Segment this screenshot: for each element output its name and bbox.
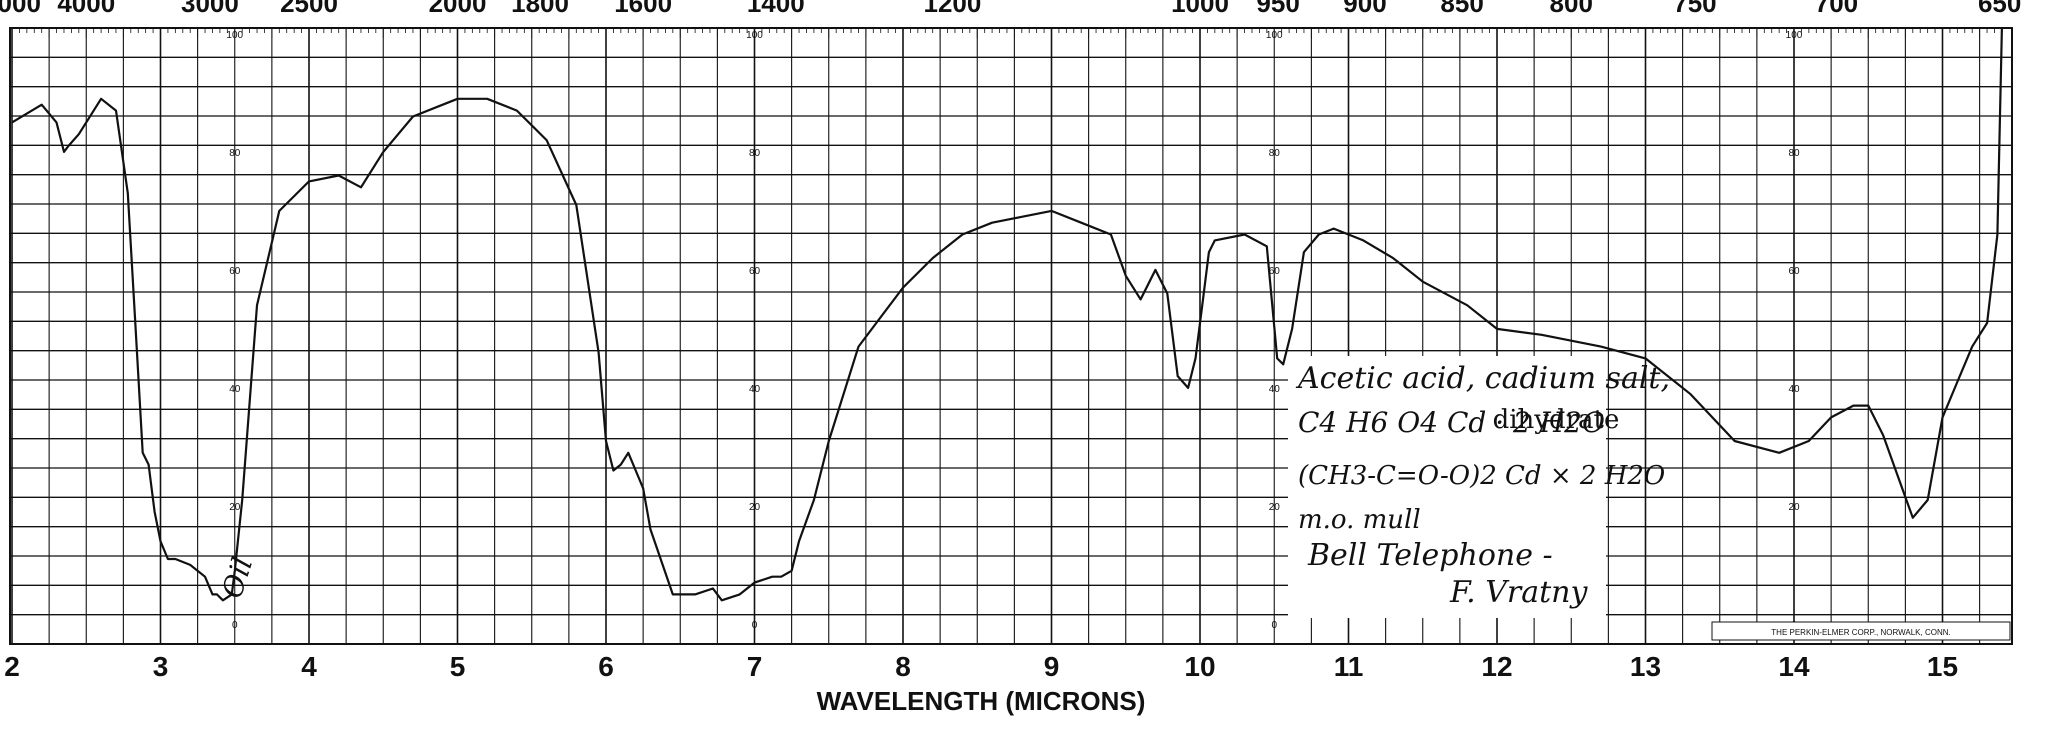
top-tick-label: 850: [1440, 0, 1483, 18]
top-tick-label: 5000: [0, 0, 41, 18]
x-tick-label: 10: [1184, 651, 1215, 682]
percent-tick-label: 80: [1788, 148, 1800, 159]
top-tick-label: 700: [1815, 0, 1858, 18]
x-tick-labels: 2 3 4 5 6 7 8 9 10 11 12 13 14 15: [4, 651, 1958, 682]
percent-tick-label: 40: [1269, 384, 1281, 395]
x-tick-label: 12: [1481, 651, 1512, 682]
percent-tick-label: 80: [1269, 148, 1281, 159]
note-line-author: F. Vratny: [1449, 575, 1588, 610]
x-tick-label: 5: [450, 651, 466, 682]
percent-tick-label: 100: [226, 30, 243, 41]
top-tick-label: 1000: [1171, 0, 1229, 18]
manufacturer-label: THE PERKIN-ELMER CORP., NORWALK, CONN.: [1771, 628, 1950, 637]
top-tick-label: 2500: [280, 0, 338, 18]
top-tick-label: 1400: [747, 0, 805, 18]
note-line-dihydrate: dihydrate: [1493, 405, 1620, 435]
spectrum-line: [11, 27, 2003, 602]
percent-tick-label: 40: [1788, 384, 1800, 395]
top-tick-label: 750: [1673, 0, 1716, 18]
top-tick-label: 1600: [614, 0, 672, 18]
x-tick-label: 2: [4, 651, 20, 682]
x-tick-label: 13: [1630, 651, 1661, 682]
top-wavenumber-tick-labels: 5000 4000 3000 2500 2000 1800 1600 1400 1200 1000…: [0, 0, 2021, 18]
note-line-formula: C4 H6 O4 Cd · 2 H2O: [1298, 406, 1605, 439]
top-tick-label: 3000: [181, 0, 239, 18]
x-tick-label: 6: [598, 651, 614, 682]
percent-tick-label: 40: [749, 384, 761, 395]
top-tick-label: 900: [1343, 0, 1386, 18]
note-line-source: Bell Telephone -: [1307, 538, 1553, 573]
sample-note: Acetic acid, cadium salt, C4 H6 O4 Cd · …: [1288, 356, 1670, 618]
percent-scales: 100 80 60 40 20 0 100 80 60 40 20 0 100 80 60 40 20 0 100 8…: [226, 30, 1802, 631]
x-tick-label: 3: [153, 651, 169, 682]
percent-tick-label: 20: [229, 502, 241, 513]
plot-frame: [9, 27, 2013, 645]
percent-tick-label: 20: [749, 502, 761, 513]
top-tick-label: 650: [1978, 0, 2021, 18]
top-tick-label: 950: [1256, 0, 1299, 18]
x-tick-label: 8: [895, 651, 911, 682]
percent-tick-label: 100: [1786, 30, 1803, 41]
series-group: [11, 27, 2003, 602]
percent-tick-label: 20: [1788, 502, 1800, 513]
percent-tick-label: 0: [232, 620, 238, 631]
x-tick-label: 15: [1927, 651, 1958, 682]
note-line-method: m.o. mull: [1298, 505, 1421, 535]
x-tick-label: 7: [747, 651, 763, 682]
x-tick-label: 11: [1334, 651, 1364, 682]
percent-tick-label: 100: [1266, 30, 1283, 41]
manufacturer-box: [1711, 621, 2011, 641]
note-background: [1288, 356, 1606, 618]
note-line-title: Acetic acid, cadium salt,: [1295, 361, 1670, 396]
percent-tick-label: 80: [749, 148, 761, 159]
percent-tick-label: 40: [229, 384, 241, 395]
percent-tick-label: 20: [1269, 502, 1281, 513]
percent-tick-label: 60: [229, 266, 241, 277]
note-line-structure: (CH3-C=O-O)2 Cd × 2 H2O: [1298, 461, 1665, 491]
x-tick-label: 9: [1044, 651, 1060, 682]
percent-tick-label: 0: [1271, 620, 1277, 631]
top-tick-label: 800: [1550, 0, 1593, 18]
top-tick-label: 1800: [511, 0, 569, 18]
percent-tick-label: 80: [229, 148, 241, 159]
x-axis-label: WAVELENGTH (MICRONS): [817, 686, 1146, 716]
percent-tick-label: 0: [752, 620, 758, 631]
x-tick-label: 4: [301, 651, 317, 682]
percent-tick-label: 60: [1269, 266, 1281, 277]
percent-tick-label: 100: [746, 30, 763, 41]
top-tick-label: 4000: [57, 0, 115, 18]
top-tick-label: 1200: [924, 0, 982, 18]
percent-tick-label: 60: [1788, 266, 1800, 277]
percent-tick-label: 60: [749, 266, 761, 277]
x-tick-label: 14: [1778, 651, 1810, 682]
top-tick-label: 2000: [429, 0, 487, 18]
